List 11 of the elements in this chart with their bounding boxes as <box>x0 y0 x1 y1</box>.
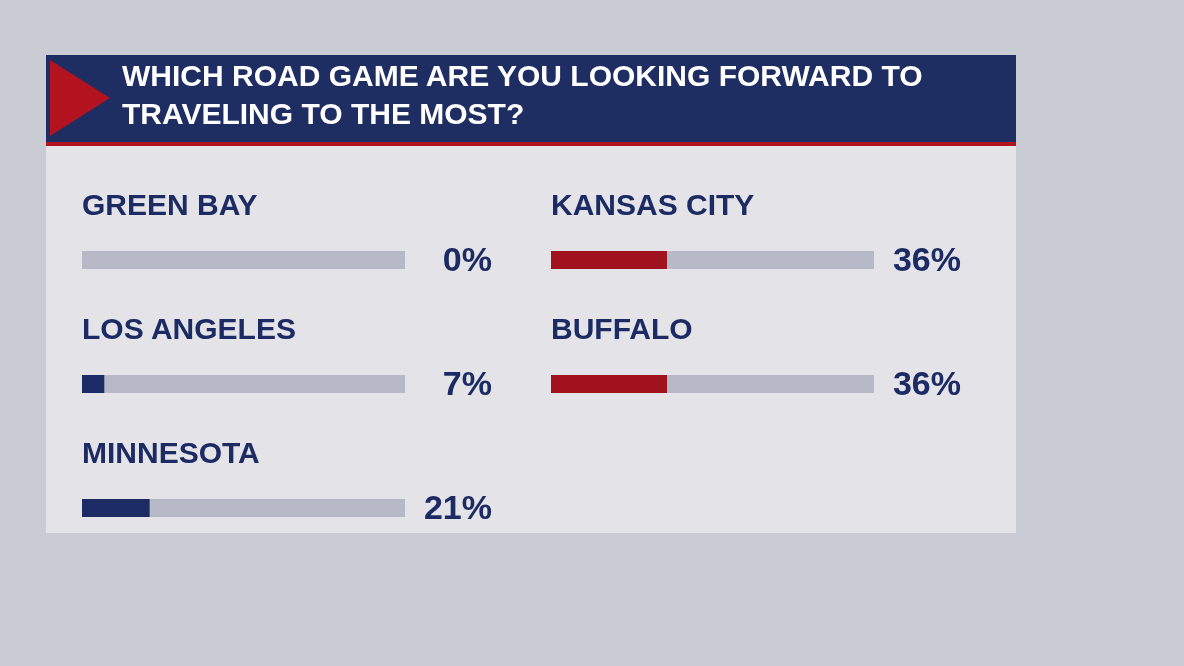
data-label: 21% <box>423 488 492 526</box>
y-tick-label: KANSAS CITY <box>551 188 755 221</box>
data-label: 0% <box>442 240 492 278</box>
y-tick-label: BUFFALO <box>551 312 693 345</box>
text: WHICH ROAD GAME ARE YOU LOOKING FORWARD TO TRAVELING TO THE MOST? <box>122 59 923 130</box>
data-label: 36% <box>892 364 961 402</box>
y-tick-label: MINNESOTA <box>82 436 260 469</box>
data-label: 36% <box>892 240 961 278</box>
y-tick-label: GREEN BAY <box>82 188 258 221</box>
y-tick-label: LOS ANGELES <box>82 312 296 345</box>
data-label: 7% <box>442 364 492 402</box>
